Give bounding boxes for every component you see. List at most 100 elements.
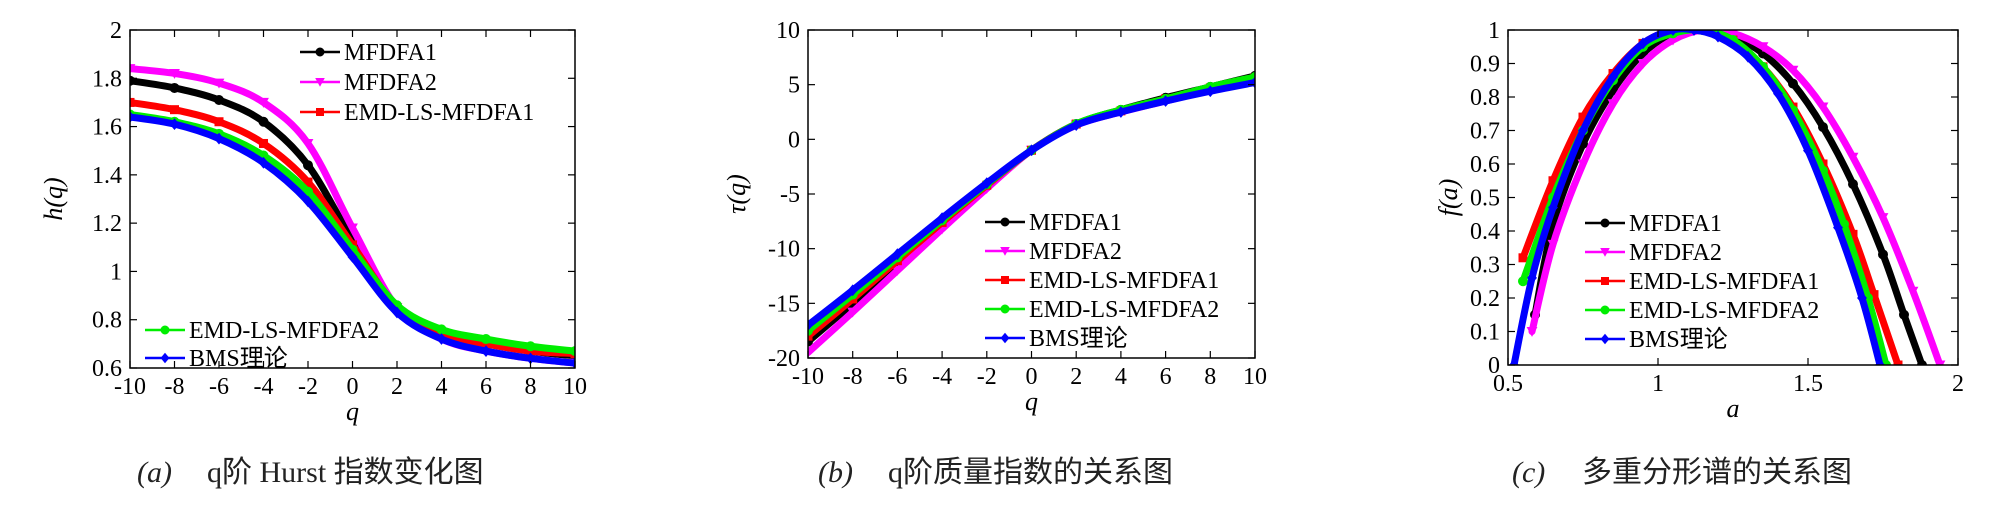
x-tick-label: 0.5 bbox=[1493, 371, 1523, 397]
legend-label: MFDFA2 bbox=[1029, 239, 1122, 265]
x-axis-label: q bbox=[346, 397, 359, 426]
data-point bbox=[808, 319, 813, 332]
y-tick-label: 0.6 bbox=[92, 356, 122, 382]
data-point bbox=[1847, 152, 1859, 163]
data-point bbox=[1713, 30, 1723, 43]
y-axis-label: τ(q) bbox=[722, 174, 751, 214]
legend-entry: EMD-LS-MFDFA2 bbox=[985, 297, 1219, 323]
data-point bbox=[1857, 292, 1867, 304]
legend-swatch-marker bbox=[315, 47, 325, 57]
legend-entry: EMD-LS-MFDFA1 bbox=[1585, 269, 1819, 295]
legend-label: BMS理论 bbox=[1629, 326, 1728, 353]
data-point bbox=[169, 68, 180, 79]
data-point bbox=[214, 95, 224, 106]
y-tick-label: 0 bbox=[788, 127, 800, 153]
x-tick-label: 1.5 bbox=[1793, 371, 1823, 397]
data-point bbox=[1689, 30, 1699, 36]
x-tick-label: -2 bbox=[298, 374, 318, 400]
y-tick-label: 1 bbox=[1488, 18, 1500, 44]
data-point bbox=[1917, 360, 1927, 365]
data-point bbox=[1848, 229, 1858, 239]
legend-entry: EMD-LS-MFDFA1 bbox=[985, 268, 1219, 294]
legend-swatch-marker bbox=[1600, 333, 1610, 345]
legend-label: MFDFA2 bbox=[1629, 240, 1722, 266]
legend-swatch-marker bbox=[1000, 217, 1010, 227]
y-tick-label: -15 bbox=[768, 291, 800, 317]
data-point bbox=[1878, 249, 1888, 260]
data-point bbox=[170, 105, 179, 115]
legend-swatch-marker bbox=[1600, 218, 1610, 228]
legend-swatch-marker bbox=[1001, 276, 1009, 284]
data-point bbox=[1875, 359, 1885, 365]
y-tick-label: 1.2 bbox=[92, 211, 122, 237]
data-point bbox=[1607, 99, 1619, 110]
data-point bbox=[1638, 37, 1648, 50]
data-point bbox=[1869, 290, 1879, 300]
x-tick-label: 2 bbox=[1952, 371, 1964, 397]
data-point bbox=[1526, 327, 1538, 337]
x-tick-label: 0 bbox=[347, 374, 359, 400]
x-tick-label: 8 bbox=[1204, 364, 1216, 390]
legend-entry: MFDFA1 bbox=[300, 40, 437, 66]
data-point bbox=[169, 82, 180, 93]
legend-label: EMD-LS-MFDFA2 bbox=[1029, 297, 1219, 323]
y-tick-label: 0.2 bbox=[1470, 286, 1500, 312]
y-tick-label: 0.3 bbox=[1470, 253, 1500, 279]
y-tick-label: -20 bbox=[768, 346, 800, 372]
data-point bbox=[302, 138, 314, 149]
data-point bbox=[1743, 50, 1753, 63]
series-bms- bbox=[808, 76, 1255, 332]
data-point bbox=[981, 177, 992, 189]
x-tick-label: 10 bbox=[563, 374, 587, 400]
data-point bbox=[303, 177, 313, 187]
y-tick-label: 2 bbox=[110, 18, 122, 44]
data-point bbox=[1637, 59, 1649, 69]
data-point bbox=[1608, 71, 1618, 83]
data-point bbox=[937, 212, 948, 224]
legend-label: EMD-LS-MFDFA1 bbox=[1629, 269, 1819, 295]
legend-entry: EMD-LS-MFDFA2 bbox=[145, 318, 379, 344]
legend-label: MFDFA2 bbox=[344, 70, 437, 96]
series-bms- bbox=[130, 111, 575, 368]
legend-swatch-marker bbox=[160, 325, 170, 335]
x-tick-label: -8 bbox=[843, 364, 863, 390]
data-point bbox=[258, 156, 269, 169]
data-point bbox=[481, 334, 491, 345]
chart-panel-c: 0.5 1 1.5 2 0 0.1 0.2 0.3 0.4 0.5 0.6 0.7 0.8 0.9 1 a f(… bbox=[1434, 18, 1964, 489]
x-tick-label: 2 bbox=[1070, 364, 1082, 390]
y-tick-label: 0.9 bbox=[1470, 52, 1500, 78]
data-point bbox=[1578, 124, 1588, 137]
data-point bbox=[1817, 102, 1829, 113]
y-tick-label: 0.8 bbox=[92, 308, 122, 334]
data-point bbox=[1773, 87, 1783, 100]
y-tick-label: 1.6 bbox=[92, 115, 122, 141]
legend-swatch-marker bbox=[1600, 248, 1610, 257]
data-point bbox=[892, 266, 903, 276]
legend-swatch-marker bbox=[316, 108, 324, 116]
data-point bbox=[130, 64, 136, 75]
x-tick-label: 8 bbox=[525, 374, 537, 400]
data-point bbox=[214, 132, 224, 145]
data-point bbox=[303, 195, 313, 208]
legend-entry: EMD-LS-MFDFA2 bbox=[1585, 298, 1819, 324]
data-point bbox=[847, 307, 859, 318]
legend-entry: EMD-LS-MFDFA1 bbox=[300, 100, 534, 126]
legend-entry: BMS理论 bbox=[1585, 326, 1728, 353]
legend-swatch-marker bbox=[1600, 305, 1610, 315]
legend-label: BMS理论 bbox=[189, 345, 288, 372]
chart-panel-b: -10 -8 -6 -4 -2 0 2 4 6 8 10-20-15-10-50510qτ(q)MF… bbox=[722, 18, 1267, 489]
legend-swatch-marker bbox=[160, 352, 170, 364]
data-point bbox=[1893, 360, 1903, 365]
data-point bbox=[570, 357, 575, 368]
legend-entry: MFDFA1 bbox=[985, 210, 1122, 236]
legend: MFDFA1 MFDFA2 EMD-LS-MFDFA1 EMD-LS-MFDFA2BM… bbox=[1585, 211, 1819, 353]
panel-caption: (c) 多重分形谱的关系图 bbox=[1512, 456, 1852, 489]
caption-text: q阶质量指数的关系图 bbox=[888, 456, 1173, 489]
legend-entry: BMS理论 bbox=[985, 325, 1128, 352]
x-tick-label: -10 bbox=[792, 364, 824, 390]
legend-entry: MFDFA1 bbox=[1585, 211, 1722, 237]
y-tick-label: 0.1 bbox=[1470, 320, 1500, 346]
data-point bbox=[1803, 144, 1813, 157]
data-point bbox=[258, 97, 269, 108]
data-point bbox=[1667, 35, 1679, 46]
